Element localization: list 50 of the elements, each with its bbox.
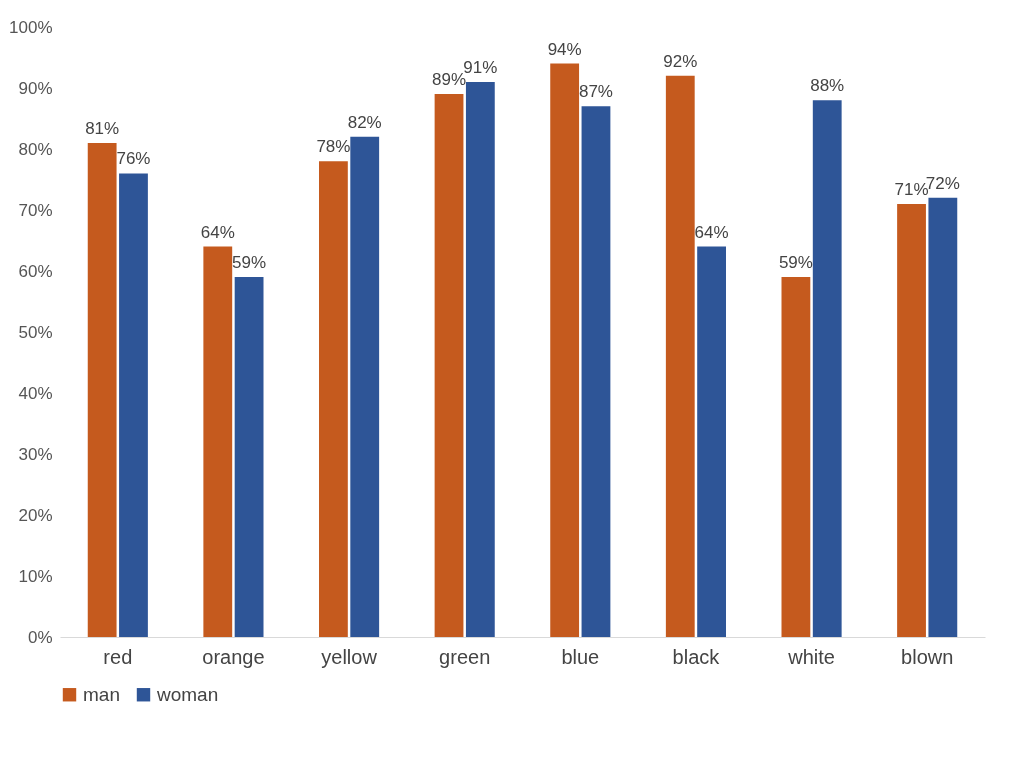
bar <box>234 277 264 637</box>
data-label: 59% <box>232 253 267 273</box>
data-label: 76% <box>116 149 151 169</box>
y-tick-label: 0% <box>27 627 53 647</box>
bar <box>434 94 464 637</box>
x-tick-label: yellow <box>321 645 378 668</box>
y-tick-label: 60% <box>18 261 53 281</box>
y-tick-label: 40% <box>18 383 53 403</box>
bar <box>897 203 926 637</box>
bar <box>812 100 842 637</box>
bar <box>119 173 148 637</box>
bar <box>319 161 348 637</box>
x-tick-label: orange <box>202 645 265 668</box>
x-tick-label: black <box>672 645 721 668</box>
data-label: 88% <box>810 76 845 96</box>
bar <box>665 75 695 637</box>
legend-label: man <box>83 683 120 705</box>
bar <box>697 246 726 637</box>
y-tick-label: 80% <box>18 139 53 159</box>
x-tick-label: blown <box>901 645 954 668</box>
bar <box>203 246 233 637</box>
data-label: 59% <box>778 253 813 273</box>
data-label: 92% <box>663 51 698 71</box>
data-label: 64% <box>694 222 729 242</box>
x-tick-label: red <box>103 645 133 668</box>
bar <box>781 277 811 637</box>
data-label: 91% <box>463 57 498 77</box>
bar <box>928 197 958 637</box>
data-label: 94% <box>547 39 582 59</box>
bar <box>581 106 611 637</box>
bar <box>550 63 580 637</box>
x-tick-label: blue <box>561 645 600 668</box>
data-label: 78% <box>316 137 351 157</box>
y-tick-label: 50% <box>18 322 53 342</box>
legend-label: woman <box>156 683 219 705</box>
y-tick-label: 10% <box>18 566 53 586</box>
y-tick-label: 20% <box>18 505 53 525</box>
data-label: 81% <box>85 118 120 138</box>
data-label: 82% <box>347 112 382 132</box>
x-tick-label: green <box>439 645 491 668</box>
bar <box>350 136 380 637</box>
bar <box>465 81 495 637</box>
y-tick-label: 70% <box>18 200 53 220</box>
y-tick-label: 90% <box>18 78 53 98</box>
x-tick-label: white <box>787 645 835 668</box>
y-tick-label: 100% <box>9 17 53 37</box>
bar <box>87 142 117 637</box>
y-tick-label: 30% <box>18 444 53 464</box>
data-label: 87% <box>578 82 613 102</box>
data-label: 64% <box>200 222 235 242</box>
